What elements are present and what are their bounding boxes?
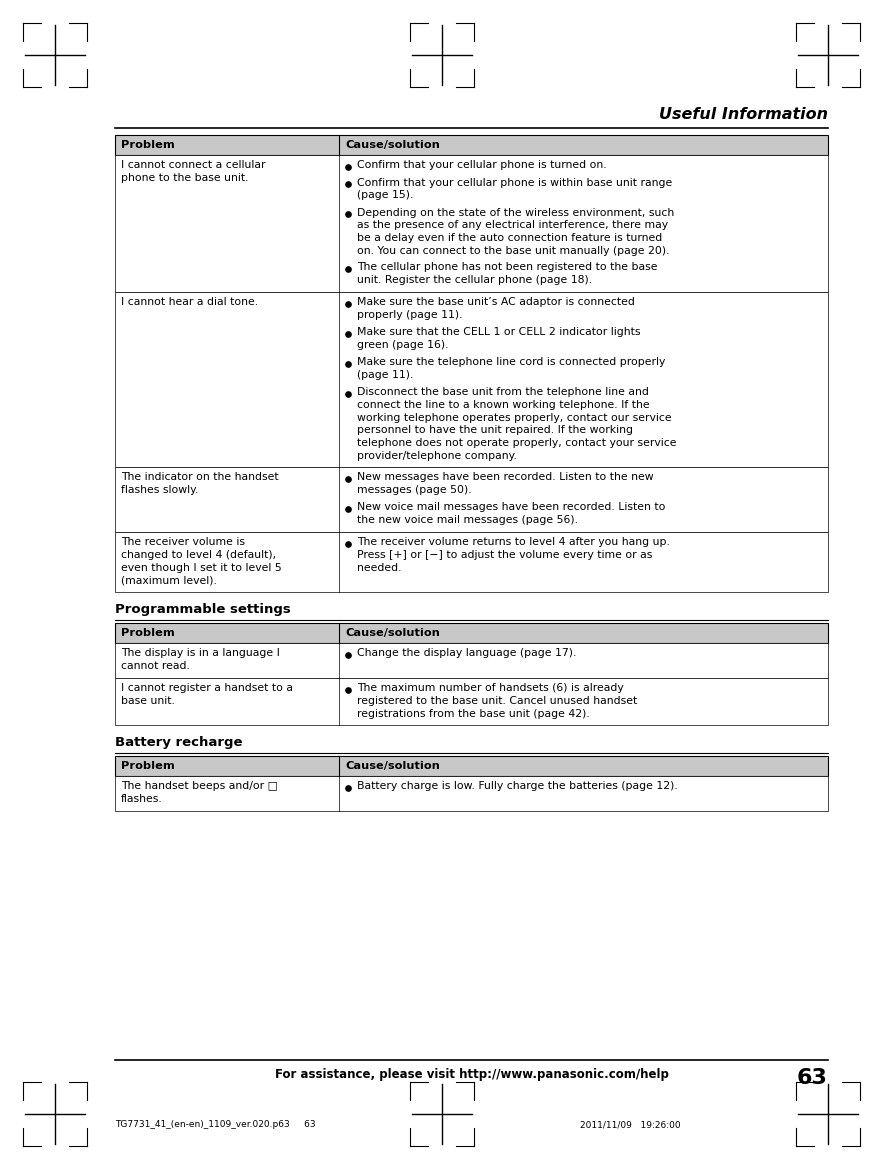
Text: New messages have been recorded. Listen to the new
messages (page 50).: New messages have been recorded. Listen …: [357, 472, 654, 494]
Text: Make sure that the CELL 1 or CELL 2 indicator lights
green (page 16).: Make sure that the CELL 1 or CELL 2 indi…: [357, 327, 641, 350]
Text: Confirm that your cellular phone is turned on.: Confirm that your cellular phone is turn…: [357, 160, 606, 170]
Text: The handset beeps and/or □
flashes.: The handset beeps and/or □ flashes.: [121, 781, 278, 804]
Bar: [115, 292, 828, 466]
Text: Battery charge is low. Fully charge the batteries (page 12).: Battery charge is low. Fully charge the …: [357, 781, 678, 791]
Text: Depending on the state of the wireless environment, such
as the presence of any : Depending on the state of the wireless e…: [357, 208, 674, 256]
Text: Problem: Problem: [121, 140, 174, 150]
Text: Confirm that your cellular phone is within base unit range
(page 15).: Confirm that your cellular phone is with…: [357, 178, 673, 200]
Text: Cause/solution: Cause/solution: [345, 761, 440, 772]
Text: The maximum number of handsets (6) is already
registered to the base unit. Cance: The maximum number of handsets (6) is al…: [357, 683, 637, 719]
Bar: [115, 532, 828, 592]
Bar: [115, 623, 828, 643]
Text: Cause/solution: Cause/solution: [345, 628, 440, 638]
Bar: [115, 756, 828, 776]
Text: Programmable settings: Programmable settings: [115, 603, 291, 616]
Text: 2011/11/09   19:26:00: 2011/11/09 19:26:00: [580, 1120, 681, 1129]
Text: Disconnect the base unit from the telephone line and
connect the line to a known: Disconnect the base unit from the teleph…: [357, 387, 676, 461]
Text: The cellular phone has not been registered to the base
unit. Register the cellul: The cellular phone has not been register…: [357, 263, 658, 285]
Text: I cannot connect a cellular
phone to the base unit.: I cannot connect a cellular phone to the…: [121, 160, 266, 182]
Text: The receiver volume is
changed to level 4 (default),
even though I set it to lev: The receiver volume is changed to level …: [121, 537, 281, 586]
Text: Make sure the base unit’s AC adaptor is connected
properly (page 11).: Make sure the base unit’s AC adaptor is …: [357, 297, 635, 320]
Text: Change the display language (page 17).: Change the display language (page 17).: [357, 648, 576, 658]
Text: Battery recharge: Battery recharge: [115, 736, 242, 749]
Text: I cannot hear a dial tone.: I cannot hear a dial tone.: [121, 297, 258, 307]
Text: The display is in a language I
cannot read.: The display is in a language I cannot re…: [121, 648, 280, 671]
Text: 63: 63: [797, 1068, 828, 1088]
Text: For assistance, please visit http://www.panasonic.com/help: For assistance, please visit http://www.…: [274, 1068, 668, 1081]
Bar: [115, 134, 828, 155]
Bar: [115, 643, 828, 678]
Bar: [115, 678, 828, 725]
Text: Problem: Problem: [121, 761, 174, 772]
Text: Useful Information: Useful Information: [659, 108, 828, 122]
Bar: [115, 466, 828, 532]
Text: Problem: Problem: [121, 628, 174, 638]
Text: Make sure the telephone line cord is connected properly
(page 11).: Make sure the telephone line cord is con…: [357, 357, 666, 380]
Text: I cannot register a handset to a
base unit.: I cannot register a handset to a base un…: [121, 683, 293, 706]
Bar: [115, 776, 828, 811]
Text: Cause/solution: Cause/solution: [345, 140, 440, 150]
Bar: [115, 155, 828, 292]
Text: TG7731_41_(en-en)_1109_ver.020.p63     63: TG7731_41_(en-en)_1109_ver.020.p63 63: [115, 1120, 316, 1129]
Text: The indicator on the handset
flashes slowly.: The indicator on the handset flashes slo…: [121, 472, 279, 494]
Text: New voice mail messages have been recorded. Listen to
the new voice mail message: New voice mail messages have been record…: [357, 502, 666, 525]
Text: The receiver volume returns to level 4 after you hang up.
Press [+] or [−] to ad: The receiver volume returns to level 4 a…: [357, 537, 670, 573]
